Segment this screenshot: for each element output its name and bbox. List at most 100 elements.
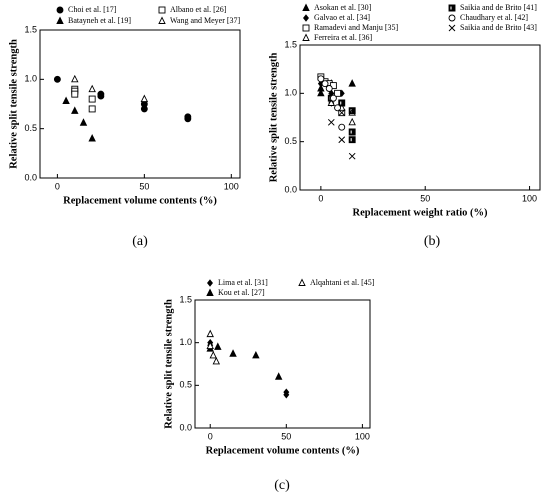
point xyxy=(53,75,61,83)
point xyxy=(317,88,325,97)
point xyxy=(327,98,336,106)
y-tick-label: 0.5 xyxy=(179,380,192,390)
x-tick-label: 50 xyxy=(420,193,430,203)
x-axis-title: Replacement volume contents (%) xyxy=(206,445,360,456)
point xyxy=(71,90,79,98)
point xyxy=(229,349,237,357)
legend-label: Batayneh et al. [19] xyxy=(68,16,131,25)
point xyxy=(184,115,192,123)
y-tick-label: 0.0 xyxy=(284,184,297,194)
point xyxy=(338,109,346,117)
legend-marker xyxy=(448,4,456,12)
point xyxy=(338,99,346,107)
x-tick-label: 50 xyxy=(281,431,291,441)
point xyxy=(338,123,346,131)
plot-frame xyxy=(194,299,371,429)
panel-caption: (c) xyxy=(274,478,290,493)
plot-frame xyxy=(299,44,541,191)
panel-caption: (a) xyxy=(132,234,148,249)
point xyxy=(88,134,96,142)
y-tick-label: 0.0 xyxy=(24,172,37,182)
point xyxy=(317,83,325,92)
point xyxy=(88,105,96,113)
y-tick-label: 0.5 xyxy=(284,136,297,146)
legend-marker xyxy=(302,3,310,11)
point xyxy=(79,118,88,126)
y-tick-label: 1.0 xyxy=(24,74,37,84)
legend-marker xyxy=(302,33,310,41)
point xyxy=(88,84,96,93)
point xyxy=(88,95,96,103)
legend-label: Saikia and de Brito [41] xyxy=(460,3,537,12)
point xyxy=(334,104,342,112)
legend-label: Galvao et al. [34] xyxy=(314,13,370,22)
legend-label: Asokan et al. [30] xyxy=(314,3,372,12)
x-tick-label: 100 xyxy=(224,181,239,191)
legend-marker xyxy=(448,14,456,22)
panel-caption: (b) xyxy=(424,234,441,249)
legend-marker xyxy=(56,6,64,14)
y-tick-label: 1.5 xyxy=(284,39,297,49)
legend-marker xyxy=(158,6,166,14)
y-tick-label: 1.0 xyxy=(284,88,297,98)
point xyxy=(317,75,325,83)
legend-marker xyxy=(207,279,213,287)
point xyxy=(71,74,79,83)
point xyxy=(283,390,290,399)
legend-label: Alqahtani et al. [45] xyxy=(310,278,375,287)
point xyxy=(71,106,79,114)
legend-marker xyxy=(206,288,214,296)
x-tick-label: 100 xyxy=(522,193,537,203)
legend-marker xyxy=(56,16,64,24)
y-tick-label: 1.5 xyxy=(24,24,37,34)
y-tick-label: 0.5 xyxy=(24,123,37,133)
legend-marker xyxy=(298,278,306,286)
x-axis-title: Replacement weight ratio (%) xyxy=(352,207,488,218)
point xyxy=(348,128,356,136)
y-axis-title: Relative split tensile strength xyxy=(8,39,19,169)
legend-label: Ramadevi and Manju [35] xyxy=(314,23,399,32)
point xyxy=(274,372,283,380)
y-tick-label: 0.0 xyxy=(179,422,192,432)
point xyxy=(140,94,149,103)
legend-label: Albano et al. [26] xyxy=(170,5,227,14)
point xyxy=(214,342,222,350)
point xyxy=(338,136,346,144)
legend-marker xyxy=(158,16,166,24)
legend-label: Kou et al. [27] xyxy=(218,288,265,297)
x-axis-title: Replacement volume contents (%) xyxy=(63,195,217,206)
legend-label: Wang and Meyer [37] xyxy=(170,16,241,25)
point xyxy=(97,92,105,100)
point xyxy=(212,356,221,365)
point xyxy=(327,118,335,126)
legend-label: Chaudhary et al. [42] xyxy=(460,13,528,22)
point xyxy=(62,96,70,104)
legend-marker xyxy=(448,24,456,32)
point xyxy=(334,89,342,97)
plot-frame xyxy=(39,29,241,179)
point xyxy=(329,94,337,102)
point xyxy=(348,107,356,115)
y-axis-title: Relative split tensile strength xyxy=(163,299,174,429)
y-tick-label: 1.5 xyxy=(179,294,192,304)
x-tick-label: 50 xyxy=(139,181,149,191)
x-tick-label: 0 xyxy=(55,181,60,191)
legend-label: Lima et al. [31] xyxy=(218,278,268,287)
point xyxy=(348,79,356,87)
legend-label: Saikia and de Brito [43] xyxy=(460,23,537,32)
legend-marker xyxy=(302,24,310,32)
y-tick-label: 1.0 xyxy=(179,337,192,347)
point xyxy=(325,85,333,92)
legend-label: Choi et al. [17] xyxy=(68,5,117,14)
point xyxy=(348,117,356,126)
point xyxy=(348,136,356,144)
point xyxy=(252,350,260,359)
x-tick-label: 0 xyxy=(318,193,323,203)
point xyxy=(209,350,217,359)
point xyxy=(206,341,214,350)
point xyxy=(348,152,356,160)
legend-label: Ferreira et al. [36] xyxy=(314,33,373,42)
y-axis-title: Relative split tensile strength xyxy=(268,53,279,183)
point xyxy=(206,329,214,338)
